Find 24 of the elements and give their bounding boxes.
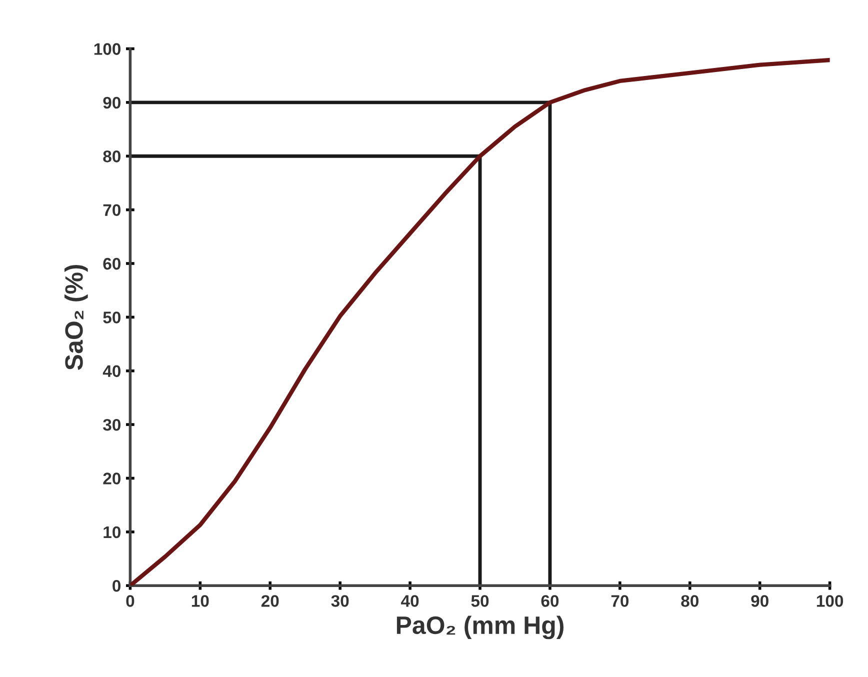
y-tick-label: 50: [103, 312, 120, 324]
x-tick-label: 70: [611, 595, 629, 607]
y-tick-label: 30: [103, 418, 120, 431]
x-tick-label: 90: [751, 595, 768, 607]
x-tick-label: 50: [471, 595, 489, 607]
x-tick-label: 40: [401, 595, 419, 607]
y-tick-label: 60: [103, 258, 120, 270]
y-tick-label: 20: [103, 472, 120, 484]
y-tick-label: 70: [103, 204, 120, 216]
x-tick-label: 60: [541, 595, 559, 607]
y-tick-label: 0: [112, 580, 120, 592]
y-tick-label: 10: [104, 526, 120, 538]
x-tick-label: 100: [816, 595, 844, 607]
x-tick-label: 10: [192, 595, 209, 607]
y-tick-label: 40: [102, 365, 120, 378]
x-tick-label: 80: [681, 595, 698, 607]
y-tick-label: 90: [103, 96, 120, 109]
x-tick-label: 0: [126, 595, 134, 607]
y-tick-label: 100: [94, 43, 120, 55]
x-tick-label: 30: [331, 595, 349, 607]
y-axis-title: SaO₂ (%): [64, 264, 88, 370]
y-tick-label: 80: [103, 150, 120, 162]
x-axis-title: PaO₂ (mm Hg): [396, 616, 564, 640]
x-tick-label: 20: [261, 595, 279, 607]
